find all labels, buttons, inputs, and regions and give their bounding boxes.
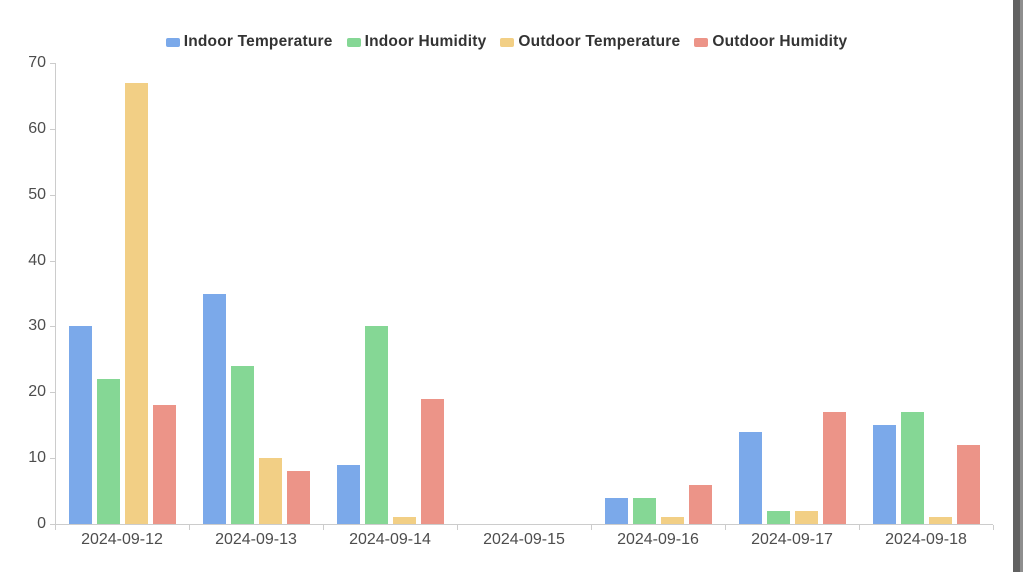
y-axis-tick-label: 30 [28,317,46,335]
bar-group-2024-09-14 [323,63,457,524]
legend-item-indoor-humidity[interactable]: Indoor Humidity [346,33,487,51]
bar-group-2024-09-15 [457,63,591,524]
right-scrollbar-track[interactable] [1013,0,1023,572]
right-scrollbar-thumb[interactable] [1013,0,1020,572]
y-axis-tick [50,524,55,525]
y-axis-tick-label: 20 [28,383,46,401]
bar-outdoor-humidity[interactable] [822,412,846,524]
bar-indoor-humidity[interactable] [900,412,924,524]
legend-label: Outdoor Temperature [518,33,681,50]
legend-swatch-icon [346,37,361,47]
x-axis-label: 2024-09-15 [483,531,565,548]
y-axis-tick [50,260,55,262]
y-axis-tick [50,63,55,64]
y-axis-tick [50,326,55,328]
y-axis-tick-label: 10 [28,449,46,467]
legend-swatch-icon [500,37,515,47]
x-axis-label: 2024-09-16 [617,531,699,548]
x-axis-tick [725,525,726,530]
x-axis-tick [859,525,860,530]
bar-indoor-temperature[interactable] [604,497,628,524]
bar-outdoor-humidity[interactable] [420,398,444,524]
y-axis-tick-label: 60 [28,119,46,137]
y-axis-tick-label: 50 [28,185,46,203]
y-axis-tick [50,194,55,196]
x-axis-tick [457,525,458,530]
bar-indoor-humidity[interactable] [766,510,790,524]
bar-outdoor-temperature[interactable] [794,510,818,524]
y-axis-tick-label: 70 [28,54,46,71]
bar-outdoor-humidity[interactable] [286,471,310,524]
bar-outdoor-temperature[interactable] [124,82,148,524]
x-axis-tick [189,525,190,530]
bar-indoor-humidity[interactable] [230,365,254,524]
x-axis-tick [993,525,994,530]
chart-legend: Indoor Temperature Indoor Humidity Outdoor… [0,31,1013,53]
bar-outdoor-humidity[interactable] [152,405,176,524]
bar-outdoor-temperature[interactable] [392,517,416,524]
bar-indoor-humidity[interactable] [632,497,656,524]
bar-indoor-temperature[interactable] [872,425,896,524]
x-axis-tick [55,525,56,530]
y-axis-line [55,63,56,524]
bar-group-2024-09-13 [189,63,323,524]
y-axis-tick-label: 40 [28,251,46,269]
y-axis-tick-label: 0 [37,515,46,532]
bar-indoor-temperature[interactable] [68,326,92,524]
x-axis-tick [591,525,592,530]
bar-outdoor-temperature[interactable] [928,517,952,524]
bar-group-2024-09-16 [591,63,725,524]
legend-swatch-icon [165,37,180,47]
y-axis-tick [50,458,55,460]
legend-label: Outdoor Humidity [712,33,848,50]
legend-item-indoor-temperature[interactable]: Indoor Temperature [165,33,333,51]
bar-indoor-humidity[interactable] [364,326,388,524]
bar-outdoor-temperature[interactable] [660,517,684,524]
bar-indoor-humidity[interactable] [96,379,120,524]
bar-indoor-temperature[interactable] [336,464,360,524]
legend-label: Indoor Temperature [183,33,333,50]
bar-group-2024-09-18 [859,63,993,524]
x-axis-label: 2024-09-12 [81,531,163,548]
bar-outdoor-humidity[interactable] [688,484,712,524]
bar-group-2024-09-17 [725,63,859,524]
bar-group-2024-09-12 [55,63,189,524]
x-axis-tick [323,525,324,530]
x-axis-label: 2024-09-14 [349,531,431,548]
legend-label: Indoor Humidity [364,33,487,50]
y-axis-tick [50,128,55,130]
y-axis-tick [50,392,55,394]
bar-outdoor-temperature[interactable] [258,458,282,524]
legend-item-outdoor-humidity[interactable]: Outdoor Humidity [694,33,847,51]
legend-swatch-icon [694,37,709,47]
x-axis-label: 2024-09-13 [215,531,297,548]
legend-item-outdoor-temperature[interactable]: Outdoor Temperature [500,33,680,51]
x-axis-label: 2024-09-17 [751,531,833,548]
bar-indoor-temperature[interactable] [738,431,762,524]
x-axis-line [55,524,993,525]
x-axis-label: 2024-09-18 [885,531,967,548]
bar-outdoor-humidity[interactable] [956,444,980,524]
bar-indoor-temperature[interactable] [202,293,226,524]
